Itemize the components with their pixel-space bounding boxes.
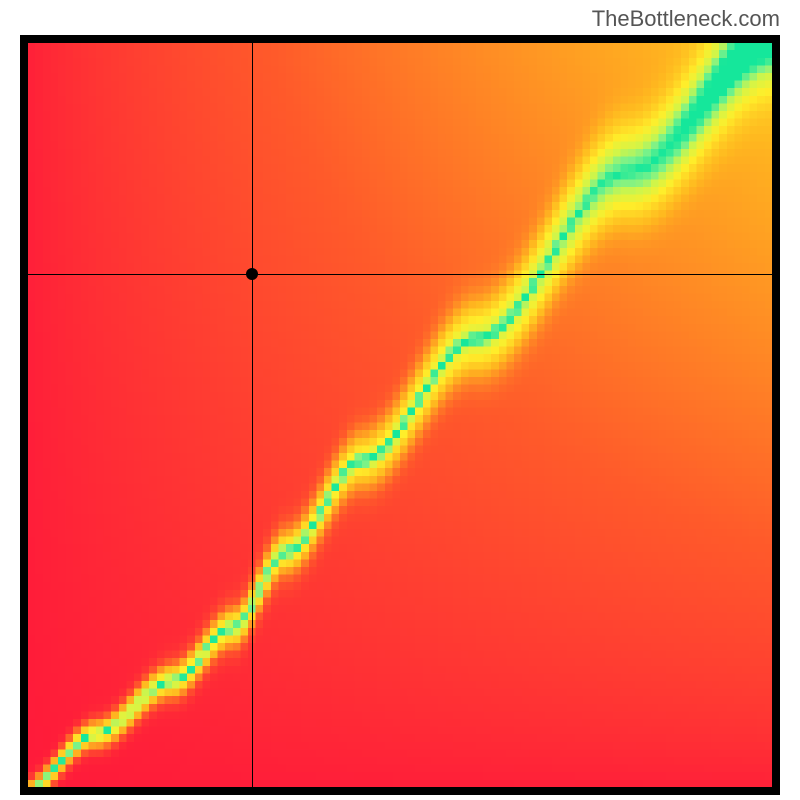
- crosshair-vertical: [252, 35, 253, 795]
- plot-area: [20, 35, 780, 795]
- heatmap-canvas: [20, 35, 780, 795]
- crosshair-horizontal: [20, 274, 780, 275]
- attribution-text: TheBottleneck.com: [592, 6, 780, 32]
- crosshair-marker: [246, 268, 258, 280]
